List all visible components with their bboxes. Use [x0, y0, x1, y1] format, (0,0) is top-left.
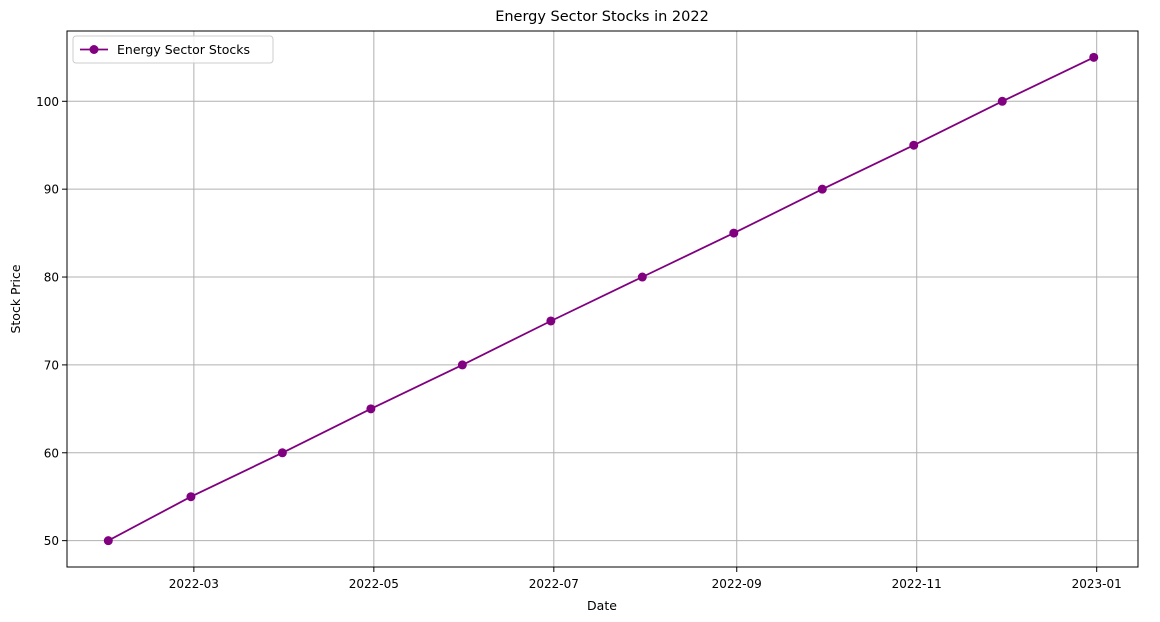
data-point	[277, 448, 287, 458]
y-tick-label: 90	[44, 183, 59, 197]
legend: Energy Sector Stocks	[72, 35, 274, 64]
legend-entry: Energy Sector Stocks	[117, 42, 250, 57]
data-point	[997, 96, 1007, 106]
data-point	[909, 140, 919, 150]
data-point	[457, 360, 467, 370]
grid	[67, 31, 1138, 567]
data-point	[546, 316, 556, 326]
plot-frame	[66, 30, 1139, 568]
data-point	[103, 536, 113, 546]
x-tick-label: 2022-11	[892, 577, 942, 591]
series-line	[107, 56, 1095, 542]
x-tick-label: 2022-05	[349, 577, 399, 591]
y-tick-label: 70	[44, 358, 59, 372]
x-tick-label: 2022-09	[712, 577, 762, 591]
x-tick-label: 2023-01	[1072, 577, 1122, 591]
legend-box	[72, 35, 274, 64]
y-tick-label: 80	[44, 271, 59, 285]
data-point	[637, 272, 647, 282]
x-axis: 2022-03 2022-05 2022-07 2022-09 2022-11 2023-…	[169, 567, 1122, 591]
y-tick-label: 60	[44, 446, 59, 460]
series-layer	[103, 52, 1099, 546]
x-tick-label: 2022-03	[169, 577, 219, 591]
y-axis-label: Stock Price	[8, 264, 23, 333]
data-point	[817, 184, 827, 194]
legend-marker	[89, 45, 99, 54]
data-point	[729, 228, 739, 238]
data-point	[1089, 52, 1099, 62]
data-point	[366, 404, 376, 414]
y-tick-label: 50	[44, 534, 59, 548]
y-tick-label: 100	[36, 95, 59, 109]
y-axis: 50 60 70 80 90 100	[36, 95, 67, 548]
x-tick-label: 2022-07	[529, 577, 579, 591]
data-point	[186, 492, 196, 502]
chart-title: Energy Sector Stocks in 2022	[495, 9, 709, 25]
x-axis-label: Date	[587, 598, 617, 613]
